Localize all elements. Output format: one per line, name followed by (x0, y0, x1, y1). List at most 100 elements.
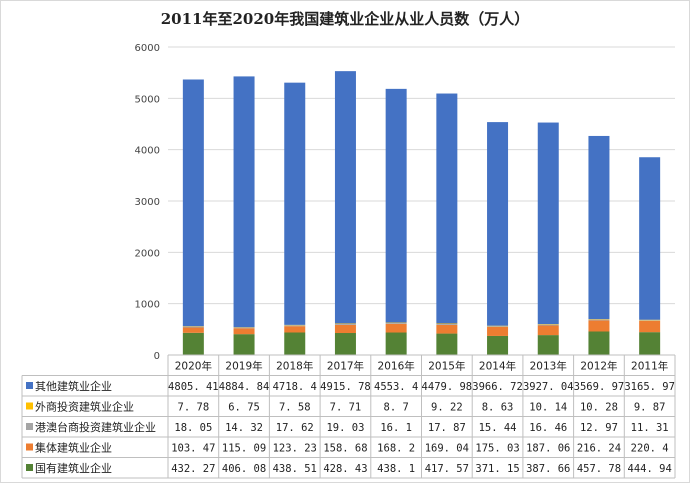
legend-label: 外商投资建筑业企业 (35, 400, 134, 414)
legend-swatch (26, 382, 33, 389)
data-label: 175. 03 (475, 443, 519, 455)
bar-segment (588, 135, 610, 320)
y-tick-label: 3000 (135, 197, 160, 208)
data-label: 216. 24 (577, 443, 621, 455)
y-tick-label: 4000 (135, 146, 160, 157)
bar-segment (537, 324, 559, 326)
data-label: 4553. 4 (374, 381, 418, 393)
legend-label: 集体建筑业企业 (35, 441, 112, 455)
data-label: 417. 57 (425, 463, 469, 475)
bar-segment (334, 323, 356, 325)
data-label: 438. 1 (377, 463, 415, 475)
data-label: 457. 78 (577, 463, 621, 475)
x-tick-label: 2014年 (479, 360, 516, 373)
bar-segment (537, 122, 559, 325)
data-label: 16. 46 (529, 422, 567, 434)
legend-swatch (26, 402, 33, 410)
bar-segment (284, 325, 306, 327)
chart-title: 2011年至2020年我国建筑业企业从业人员数（万人） (160, 10, 530, 28)
y-tick-label: 0 (154, 351, 160, 362)
bar-segment (537, 335, 559, 355)
x-tick-label: 2015年 (428, 360, 465, 373)
x-tick-label: 2012年 (580, 360, 617, 373)
legend-swatch (26, 443, 33, 451)
bar-segment (284, 332, 306, 355)
x-tick-label: 2013年 (530, 360, 567, 373)
y-tick-label: 6000 (135, 43, 160, 54)
data-label: 11. 31 (631, 422, 669, 434)
x-tick-label: 2018年 (276, 360, 313, 373)
bar-segment (436, 323, 458, 325)
data-label: 438. 51 (273, 463, 317, 475)
legend-swatch (26, 464, 33, 471)
data-label: 16. 1 (380, 422, 412, 434)
data-label: 4718. 4 (273, 381, 317, 393)
data-label: 7. 78 (178, 402, 210, 414)
data-label: 10. 14 (529, 402, 567, 414)
data-label: 4915. 78 (320, 381, 371, 393)
bar-segment (233, 76, 255, 328)
bar-segment (639, 319, 661, 321)
bar-segment (639, 332, 661, 355)
data-label: 158. 68 (323, 443, 367, 455)
y-tick-label: 5000 (135, 94, 160, 105)
data-label: 10. 28 (580, 402, 618, 414)
bar-segment (182, 326, 204, 328)
bar-segment (334, 324, 356, 334)
y-tick-label: 2000 (135, 248, 160, 259)
bar-segment (233, 328, 255, 335)
x-tick-label: 2019年 (225, 360, 262, 373)
data-label: 18. 05 (174, 422, 212, 434)
data-label: 115. 09 (222, 443, 266, 455)
data-label: 17. 87 (428, 422, 466, 434)
data-label: 3165. 97 (624, 381, 675, 393)
bar-segment (436, 333, 458, 355)
legend-label: 港澳台商投资建筑业企业 (35, 420, 156, 434)
bar-segment (182, 332, 204, 355)
data-label: 406. 08 (222, 463, 266, 475)
data-label: 371. 15 (475, 463, 519, 475)
bar-segment (385, 323, 407, 324)
bar-segment (334, 333, 356, 355)
data-label: 103. 47 (171, 443, 215, 455)
bar-segment (385, 332, 407, 355)
bar-segment (588, 331, 610, 355)
data-label: 14. 32 (225, 422, 263, 434)
bar-segment (385, 88, 407, 323)
bar-segment (385, 323, 407, 333)
data-label: 8. 63 (482, 402, 514, 414)
legend-swatch (26, 423, 33, 430)
y-tick-label: 1000 (135, 300, 160, 311)
data-label: 7. 71 (330, 402, 362, 414)
data-label: 3966. 72 (472, 381, 523, 393)
bar-segment (537, 324, 559, 325)
legend-label: 国有建筑业企业 (35, 461, 112, 475)
data-label: 7. 58 (279, 402, 311, 414)
data-label: 4884. 84 (219, 381, 270, 393)
bar-segment (436, 324, 458, 334)
data-label: 387. 66 (526, 463, 570, 475)
bar-segment (284, 326, 306, 333)
x-tick-label: 2017年 (327, 360, 364, 373)
bar-segment (487, 326, 509, 336)
bar-segment (182, 79, 204, 327)
bar-segment (588, 319, 610, 320)
data-label: 3927. 04 (523, 381, 574, 393)
data-label: 187. 06 (526, 443, 570, 455)
bar-segment (588, 319, 610, 321)
bar-segment (284, 82, 306, 325)
bar-segment (233, 334, 255, 355)
legend-label: 其他建筑业企业 (35, 379, 112, 393)
bar-segment (487, 122, 509, 326)
data-label: 444. 94 (628, 463, 672, 475)
data-label: 8. 7 (384, 402, 409, 414)
data-label: 428. 43 (323, 463, 367, 475)
data-label: 12. 97 (580, 422, 618, 434)
bar-segment (334, 71, 356, 324)
data-label: 6. 75 (228, 402, 260, 414)
bar-segment (639, 157, 661, 320)
bar-segment (182, 327, 204, 333)
data-label: 169. 04 (425, 443, 469, 455)
bar-segment (588, 320, 610, 332)
bar-segment (436, 93, 458, 324)
